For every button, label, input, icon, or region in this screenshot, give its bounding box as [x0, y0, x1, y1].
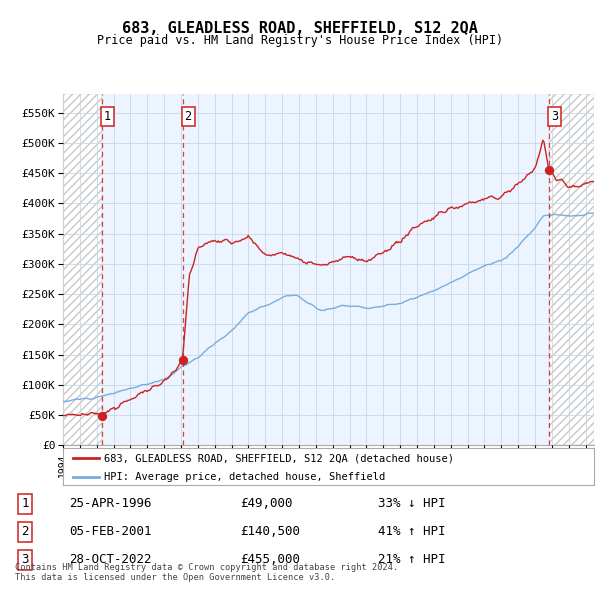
Text: 1: 1	[104, 110, 111, 123]
Text: 05-FEB-2001: 05-FEB-2001	[69, 525, 151, 538]
Text: 21% ↑ HPI: 21% ↑ HPI	[378, 553, 445, 566]
Text: 3: 3	[22, 553, 29, 566]
Text: 25-APR-1996: 25-APR-1996	[69, 497, 151, 510]
Text: HPI: Average price, detached house, Sheffield: HPI: Average price, detached house, Shef…	[104, 472, 386, 482]
Text: 28-OCT-2022: 28-OCT-2022	[69, 553, 151, 566]
Bar	[102, 94, 549, 445]
Text: Price paid vs. HM Land Registry's House Price Index (HPI): Price paid vs. HM Land Registry's House …	[97, 34, 503, 47]
Text: 41% ↑ HPI: 41% ↑ HPI	[378, 525, 445, 538]
Text: 683, GLEADLESS ROAD, SHEFFIELD, S12 2QA: 683, GLEADLESS ROAD, SHEFFIELD, S12 2QA	[122, 21, 478, 35]
Text: £455,000: £455,000	[240, 553, 300, 566]
Text: £140,500: £140,500	[240, 525, 300, 538]
Point	[178, 356, 187, 365]
Text: £49,000: £49,000	[240, 497, 293, 510]
Text: 2: 2	[185, 110, 191, 123]
Text: 3: 3	[551, 110, 558, 123]
Point	[97, 411, 107, 421]
Text: 683, GLEADLESS ROAD, SHEFFIELD, S12 2QA (detached house): 683, GLEADLESS ROAD, SHEFFIELD, S12 2QA …	[104, 453, 454, 463]
Bar	[549, 94, 594, 445]
Point	[544, 165, 554, 175]
Text: 2: 2	[22, 525, 29, 538]
Text: 1: 1	[22, 497, 29, 510]
Bar	[549, 94, 594, 445]
Text: Contains HM Land Registry data © Crown copyright and database right 2024.
This d: Contains HM Land Registry data © Crown c…	[15, 563, 398, 582]
Bar	[63, 94, 102, 445]
Bar	[63, 94, 102, 445]
Text: 33% ↓ HPI: 33% ↓ HPI	[378, 497, 445, 510]
